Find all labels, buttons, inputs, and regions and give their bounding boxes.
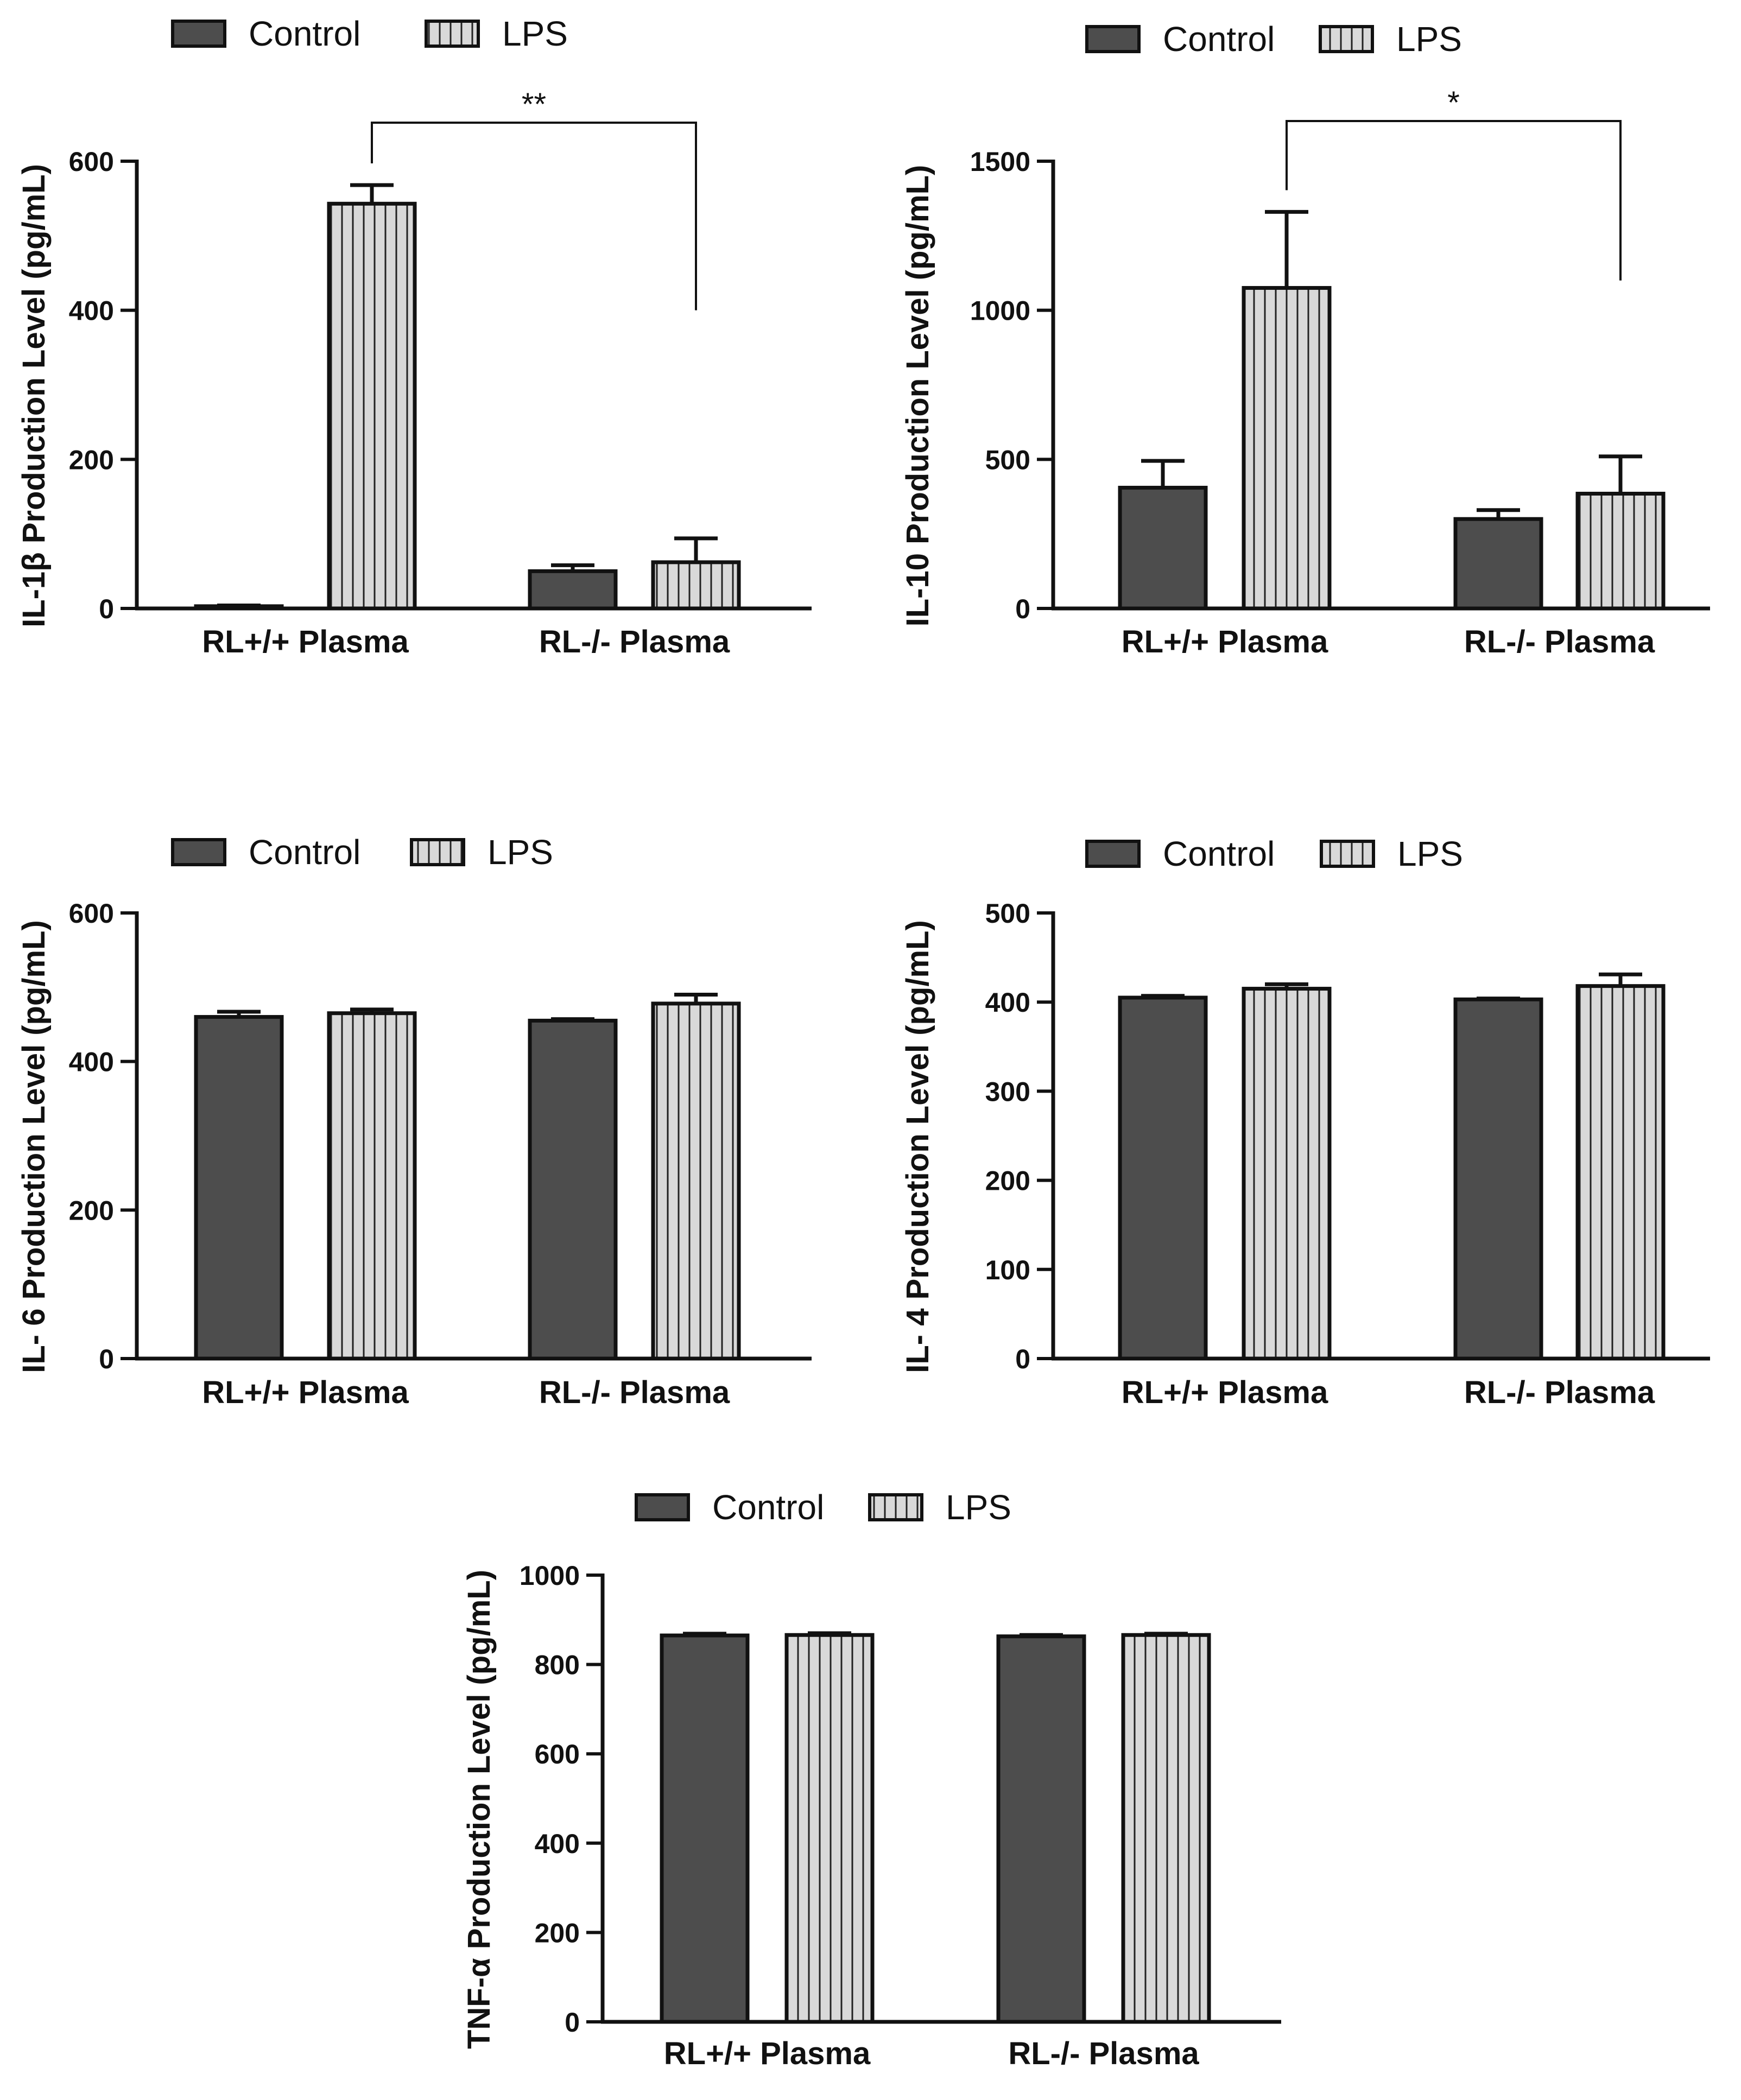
x-category-label: RL-/- Plasma <box>1008 2036 1199 2071</box>
y-tick-label: 400 <box>985 987 1030 1018</box>
y-tick-label: 400 <box>69 296 114 326</box>
control-bar <box>996 1634 1086 2024</box>
lps-bar <box>1121 1633 1211 2024</box>
legend-control-label: Control <box>1163 834 1275 873</box>
legend: Control LPS <box>171 833 553 872</box>
y-tick-label: 0 <box>99 594 114 624</box>
x-category-label: RL+/+ Plasma <box>1122 624 1328 659</box>
control-bar <box>660 1633 750 2024</box>
legend-control-swatch <box>635 1493 690 1521</box>
y-tick-label: 200 <box>69 1195 114 1226</box>
y-tick-label: 600 <box>535 1739 580 1769</box>
y-tick-label: 500 <box>985 898 1030 929</box>
y-tick-label: 200 <box>535 1918 580 1948</box>
legend: Control LPS <box>1085 834 1463 873</box>
x-category-label: RL-/- Plasma <box>1464 1375 1655 1410</box>
y-tick-label: 100 <box>985 1255 1030 1285</box>
y-tick-label: 200 <box>985 1166 1030 1196</box>
legend-control-swatch <box>1085 840 1141 868</box>
legend-lps-label: LPS <box>946 1488 1011 1527</box>
y-axis-label: IL-1β Production Level (pg/mL) <box>16 164 52 627</box>
lps-bar <box>327 1011 417 1361</box>
legend-lps-label: LPS <box>1396 20 1462 59</box>
y-tick-label: 1000 <box>520 1560 580 1591</box>
control-bar <box>1453 517 1543 611</box>
control-bar <box>1118 995 1208 1361</box>
legend-lps-label: LPS <box>488 833 553 872</box>
lps-bar <box>327 201 417 611</box>
control-bar <box>194 1015 284 1361</box>
legend-control-swatch <box>171 838 226 866</box>
lps-bar <box>784 1633 875 2024</box>
legend-control-label: Control <box>1163 20 1275 59</box>
lps-bar <box>1575 492 1666 611</box>
y-tick-label: 1000 <box>970 296 1030 326</box>
control-bar <box>528 1018 618 1361</box>
significance-bracket <box>371 122 697 310</box>
y-tick-label: 300 <box>985 1076 1030 1107</box>
y-tick-label: 600 <box>69 898 114 929</box>
legend-lps-label: LPS <box>502 14 568 53</box>
legend: Control LPS <box>635 1488 1011 1527</box>
control-bar <box>1118 486 1208 611</box>
legend-lps-swatch <box>868 1493 923 1521</box>
significance-bracket <box>1286 120 1622 281</box>
y-tick-label: 0 <box>1015 594 1030 624</box>
y-tick-label: 400 <box>535 1829 580 1859</box>
legend-lps-swatch <box>425 20 480 48</box>
y-tick-label: 0 <box>565 2007 580 2038</box>
legend-lps-label: LPS <box>1397 834 1463 873</box>
y-tick-label: 0 <box>1015 1344 1030 1374</box>
y-axis-label: IL- 6 Production Level (pg/mL) <box>16 920 52 1373</box>
y-tick-label: 0 <box>99 1344 114 1374</box>
lps-bar <box>1242 286 1332 611</box>
legend-lps-swatch <box>1320 840 1375 868</box>
x-category-label: RL+/+ Plasma <box>1122 1375 1328 1410</box>
y-tick-label: 400 <box>69 1047 114 1077</box>
x-category-label: RL-/- Plasma <box>1464 624 1655 659</box>
legend: Control LPS <box>1085 20 1462 59</box>
y-axis-label: IL- 4 Production Level (pg/mL) <box>900 920 935 1373</box>
control-bar <box>1453 997 1543 1361</box>
x-category-label: RL-/- Plasma <box>539 1375 730 1410</box>
chart-tnfa: Control LPS 0 200 400 600 800 1000 TNF-α Product… <box>461 1488 1281 2071</box>
lps-bar <box>651 560 741 611</box>
x-category-label: RL+/+ Plasma <box>202 1375 409 1410</box>
y-tick-label: 800 <box>535 1650 580 1680</box>
control-bar <box>528 569 618 611</box>
lps-bar <box>1242 987 1332 1361</box>
significance-label: ** <box>522 87 546 122</box>
legend-lps-swatch <box>410 838 465 866</box>
legend-control-swatch <box>171 20 226 48</box>
chart-il10: Control LPS 0 500 1000 1500 IL-10 Production L… <box>900 20 1710 659</box>
legend: Control LPS <box>171 14 568 53</box>
y-tick-label: 600 <box>69 147 114 177</box>
chart-il4: Control LPS 0 100 200 300 400 500 IL- 4 Producti… <box>900 834 1710 1410</box>
y-axis-label: IL-10 Production Level (pg/mL) <box>900 165 935 627</box>
x-category-label: RL+/+ Plasma <box>202 624 409 659</box>
y-tick-label: 200 <box>69 445 114 475</box>
chart-il6: Control LPS 0 200 400 600 IL- 6 Production Lev… <box>16 833 812 1410</box>
legend-lps-swatch <box>1319 25 1374 53</box>
legend-control-label: Control <box>249 14 360 53</box>
y-tick-label: 500 <box>985 445 1030 475</box>
legend-control-swatch <box>1085 25 1141 53</box>
lps-bar <box>1575 984 1666 1361</box>
lps-bar <box>651 1001 741 1361</box>
chart-il1b: Control LPS 0 200 400 600 IL-1β Production Lev… <box>16 14 812 659</box>
legend-control-label: Control <box>249 833 360 872</box>
y-tick-label: 1500 <box>970 147 1030 177</box>
control-bar <box>194 604 284 611</box>
x-category-label: RL+/+ Plasma <box>664 2036 871 2071</box>
significance-label: * <box>1447 85 1460 120</box>
legend-control-label: Control <box>712 1488 824 1527</box>
y-axis-label: TNF-α Production Level (pg/mL) <box>461 1570 497 2049</box>
x-category-label: RL-/- Plasma <box>539 624 730 659</box>
